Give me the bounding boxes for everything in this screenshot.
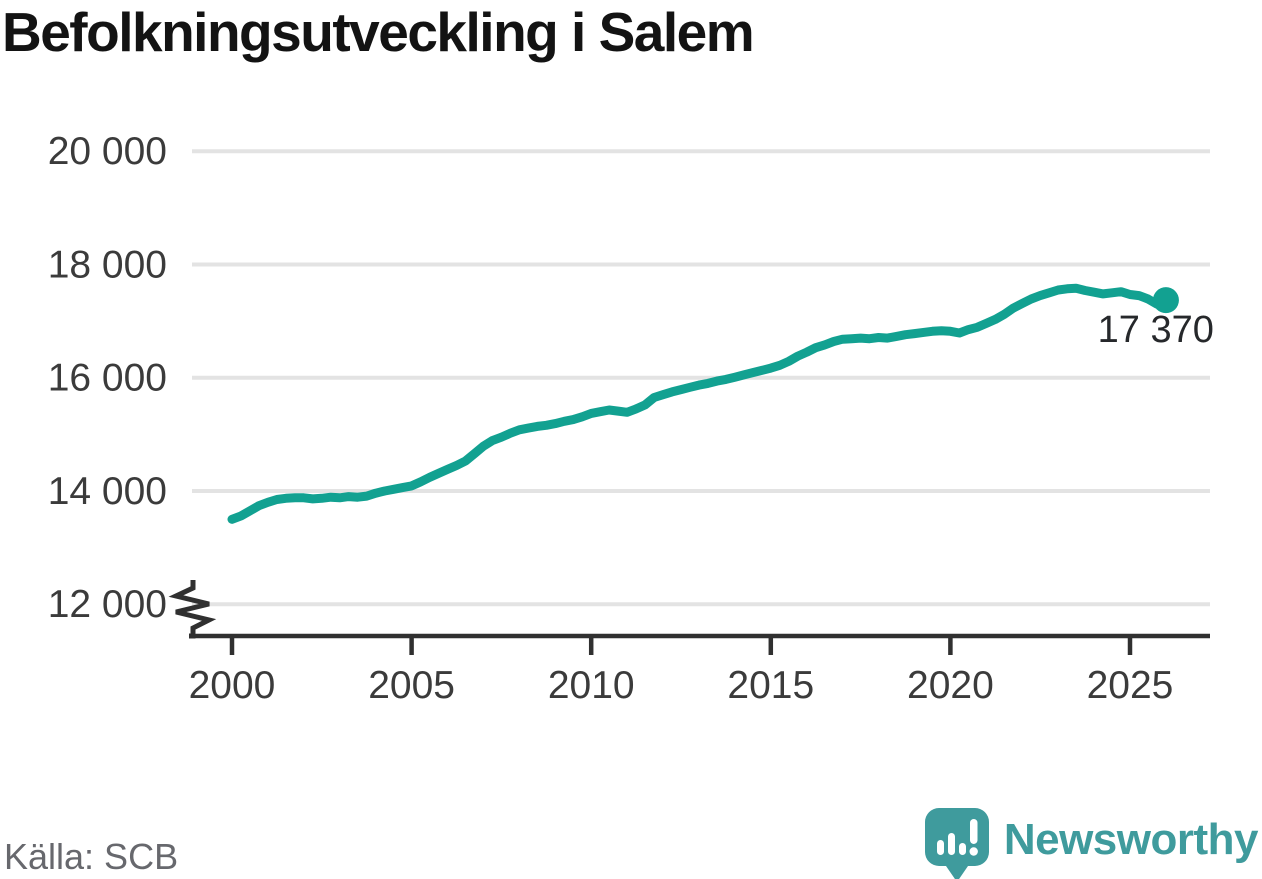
newsworthy-logo: Newsworthy [924,806,1259,879]
y-tick-label: 20 000 [48,130,167,173]
bar-chart-glyph [936,819,978,856]
gridlines [192,149,1210,607]
chart-title: Befolkningsutveckling i Salem [2,1,755,63]
newsworthy-wordmark: Newsworthy [1003,815,1259,864]
latest-value-label: 17 370 [1098,309,1214,351]
x-tick-label: 2005 [368,664,455,707]
x-tick-label: 2010 [548,664,635,707]
y-tick-label: 12 000 [48,583,167,626]
x-axis-labels: 2000 2005 2010 2015 2020 2025 [189,664,1174,707]
y-axis-break-icon [168,580,217,639]
x-axis [189,633,1210,655]
source-note: Källa: SCB [4,836,179,877]
latest-value-dot [1152,287,1179,314]
y-axis-labels: 12 000 14 000 16 000 18 000 20 000 [48,130,167,626]
x-tick-label: 2025 [1087,664,1174,707]
x-tick-label: 2015 [727,664,814,707]
y-tick-label: 18 000 [48,243,167,286]
y-tick-label: 14 000 [48,470,167,513]
y-tick-label: 16 000 [48,357,167,400]
x-tick-label: 2000 [189,664,276,707]
x-tick-label: 2020 [907,664,994,707]
newsworthy-logo-icon [924,808,989,879]
population-series-line [227,283,1171,524]
speech-bubble-shape [924,808,989,879]
